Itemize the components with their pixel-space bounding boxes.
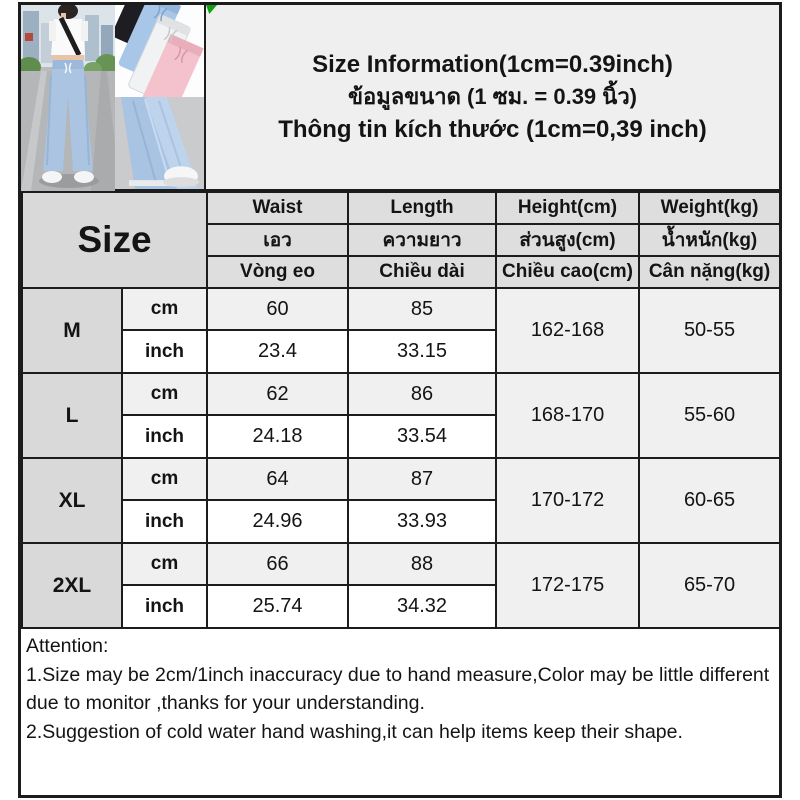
table-row: inch 24.18 33.54 bbox=[22, 414, 780, 459]
size-label-xl: XL bbox=[21, 457, 123, 544]
fabric-detail-photo bbox=[115, 97, 204, 189]
table-row: inch 25.74 34.32 bbox=[22, 584, 780, 629]
waist-cm-m: 60 bbox=[206, 287, 350, 331]
height-range-l: 168-170 bbox=[495, 372, 641, 459]
length-cm-l: 86 bbox=[347, 372, 498, 416]
weight-range-2xl: 65-70 bbox=[638, 542, 782, 629]
weight-range-m: 50-55 bbox=[638, 287, 782, 374]
col-header-waist-th: เอว bbox=[206, 223, 350, 257]
table-row: 2XL cm 66 88 172-175 65-70 bbox=[21, 542, 782, 629]
waist-cm-xl: 64 bbox=[206, 457, 350, 501]
table-row: XL cm 64 87 170-172 60-65 bbox=[21, 457, 782, 544]
table-row: inch 23.4 33.15 bbox=[22, 329, 780, 374]
header-row-thai: เอว ความยาว ส่วนสูง(cm) น้ำหนัก(kg) bbox=[22, 223, 782, 257]
product-photo-column bbox=[115, 5, 204, 189]
length-inch-l: 33.54 bbox=[347, 414, 498, 459]
col-header-height-th: ส่วนสูง(cm) bbox=[495, 223, 641, 257]
col-header-waist-en: Waist bbox=[206, 191, 350, 225]
table-row: L cm 62 86 168-170 55-60 bbox=[21, 372, 782, 459]
col-header-length-th: ความยาว bbox=[347, 223, 498, 257]
color-options-photo bbox=[115, 5, 204, 97]
unit-label-inch: inch bbox=[120, 584, 209, 629]
size-chart-frame: Size Information(1cm=0.39inch) ข้อมูลขนา… bbox=[18, 2, 782, 798]
col-header-weight-vi: Cân nặng(kg) bbox=[638, 255, 782, 289]
unit-label-inch: inch bbox=[120, 329, 209, 374]
unit-label-inch: inch bbox=[120, 499, 209, 544]
attention-heading: Attention: bbox=[26, 635, 109, 657]
waist-inch-l: 24.18 bbox=[206, 414, 350, 459]
col-header-height-vi: Chiều cao(cm) bbox=[495, 255, 641, 289]
waist-inch-xl: 24.96 bbox=[206, 499, 350, 544]
table-row: M cm 60 85 162-168 50-55 bbox=[21, 287, 782, 374]
length-cm-2xl: 88 bbox=[347, 542, 498, 586]
attention-note-1: 1.Size may be 2cm/1inch inaccuracy due t… bbox=[26, 663, 770, 715]
attention-section: Attention: 1.Size may be 2cm/1inch inacc… bbox=[21, 629, 779, 795]
height-range-xl: 170-172 bbox=[495, 457, 641, 544]
waist-cm-l: 62 bbox=[206, 372, 350, 416]
col-header-weight-th: น้ำหนัก(kg) bbox=[638, 223, 782, 257]
table-row: inch 24.96 33.93 bbox=[22, 499, 780, 544]
unit-label-cm: cm bbox=[120, 457, 209, 501]
product-photos bbox=[21, 5, 206, 191]
height-range-2xl: 172-175 bbox=[495, 542, 641, 629]
length-inch-2xl: 34.32 bbox=[347, 584, 498, 629]
unit-label-cm: cm bbox=[120, 542, 209, 586]
weight-range-l: 55-60 bbox=[638, 372, 782, 459]
street-model-photo bbox=[21, 5, 115, 191]
col-header-height-en: Height(cm) bbox=[495, 191, 641, 225]
unit-label-cm: cm bbox=[120, 287, 209, 331]
size-label-2xl: 2XL bbox=[21, 542, 123, 629]
length-inch-xl: 33.93 bbox=[347, 499, 498, 544]
title-english: Size Information(1cm=0.39inch) bbox=[312, 51, 673, 78]
header-row-vietnamese: Vòng eo Chiều dài Chiều cao(cm) Cân nặng… bbox=[22, 255, 782, 289]
green-triangle-icon bbox=[206, 5, 217, 14]
top-section: Size Information(1cm=0.39inch) ข้อมูลขนา… bbox=[21, 5, 779, 191]
size-label-m: M bbox=[21, 287, 123, 374]
size-header-cell: Size bbox=[20, 191, 209, 289]
title-thai: ข้อมูลขนาด (1 ซม. = 0.39 นิ้ว) bbox=[347, 84, 637, 109]
length-cm-xl: 87 bbox=[347, 457, 498, 501]
height-range-m: 162-168 bbox=[495, 287, 641, 374]
title-vietnamese: Thông tin kích thước (1cm=0,39 inch) bbox=[278, 116, 707, 143]
waist-cm-2xl: 66 bbox=[206, 542, 350, 586]
col-header-weight-en: Weight(kg) bbox=[638, 191, 782, 225]
length-inch-m: 33.15 bbox=[347, 329, 498, 374]
unit-label-inch: inch bbox=[120, 414, 209, 459]
col-header-length-vi: Chiều dài bbox=[347, 255, 498, 289]
weight-range-xl: 60-65 bbox=[638, 457, 782, 544]
size-label-l: L bbox=[21, 372, 123, 459]
size-table: Size Waist Length Height(cm) Weight(kg) … bbox=[20, 191, 782, 629]
header-row-english: Size Waist Length Height(cm) Weight(kg) bbox=[20, 191, 782, 289]
waist-inch-m: 23.4 bbox=[206, 329, 350, 374]
length-cm-m: 85 bbox=[347, 287, 498, 331]
product-photo-main bbox=[21, 5, 115, 191]
attention-note-2: 2.Suggestion of cold water hand washing,… bbox=[26, 720, 683, 743]
waist-inch-2xl: 25.74 bbox=[206, 584, 350, 629]
col-header-waist-vi: Vòng eo bbox=[206, 255, 350, 289]
col-header-length-en: Length bbox=[347, 191, 498, 225]
title-block: Size Information(1cm=0.39inch) ข้อมูลขนา… bbox=[206, 5, 779, 189]
unit-label-cm: cm bbox=[120, 372, 209, 416]
